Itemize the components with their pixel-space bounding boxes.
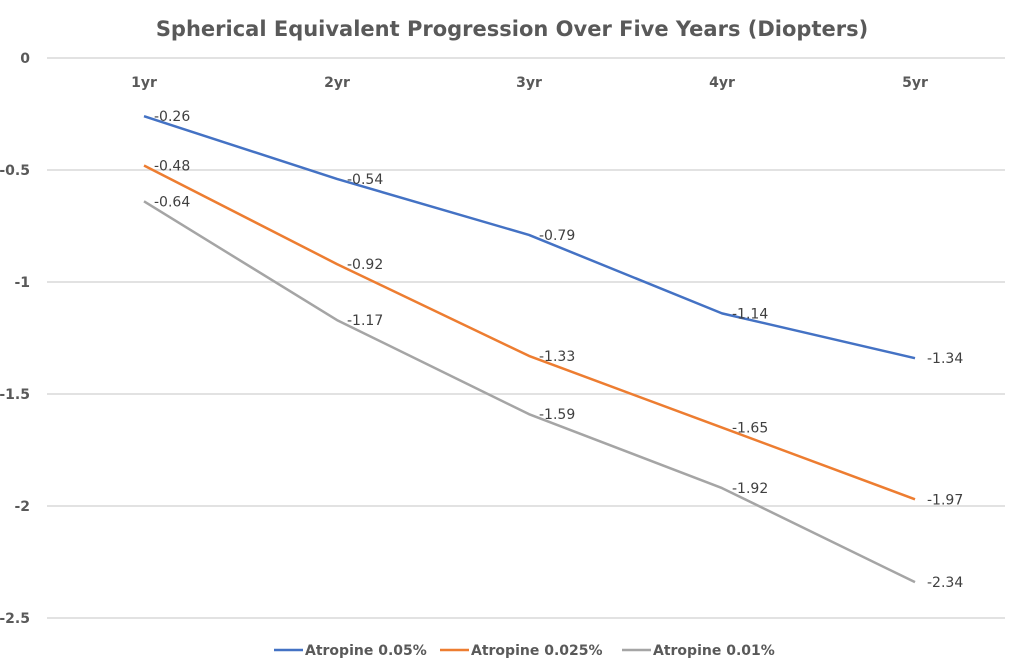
series-line [143, 115, 916, 360]
data-label: -1.97 [927, 492, 963, 508]
y-tick-label: 0 [20, 51, 30, 67]
chart-title: Spherical Equivalent Progression Over Fi… [156, 17, 868, 41]
x-tick-label: 3yr [516, 75, 542, 91]
y-tick-label: -2.5 [0, 611, 30, 627]
x-tick-label: 4yr [709, 75, 735, 91]
series-line [143, 200, 916, 584]
data-label: -1.17 [347, 313, 383, 329]
legend-label: Atropine 0.05% [305, 643, 427, 659]
x-tick-label: 1yr [131, 75, 157, 91]
data-label: -1.65 [732, 421, 768, 437]
data-label: -0.64 [154, 194, 190, 210]
data-label: -1.14 [732, 306, 768, 322]
data-label: -2.34 [927, 575, 963, 591]
y-tick-label: -1.5 [0, 387, 30, 403]
y-tick-label: -1 [14, 275, 30, 291]
data-label: -0.92 [347, 257, 383, 273]
data-label: -1.59 [539, 407, 575, 423]
x-tick-label: 5yr [902, 75, 928, 91]
data-label: -1.33 [539, 349, 575, 365]
data-label: -1.92 [732, 481, 768, 497]
legend-label: Atropine 0.01% [653, 643, 775, 659]
data-label: -0.48 [154, 159, 190, 175]
data-label: -0.26 [154, 109, 190, 125]
series-line [143, 164, 916, 501]
y-tick-label: -0.5 [0, 163, 30, 179]
x-tick-label: 2yr [324, 75, 350, 91]
data-label: -0.54 [347, 172, 383, 188]
data-label: -0.79 [539, 228, 575, 244]
data-label: -1.34 [927, 351, 963, 367]
y-tick-label: -2 [14, 499, 30, 515]
legend-label: Atropine 0.025% [471, 643, 603, 659]
